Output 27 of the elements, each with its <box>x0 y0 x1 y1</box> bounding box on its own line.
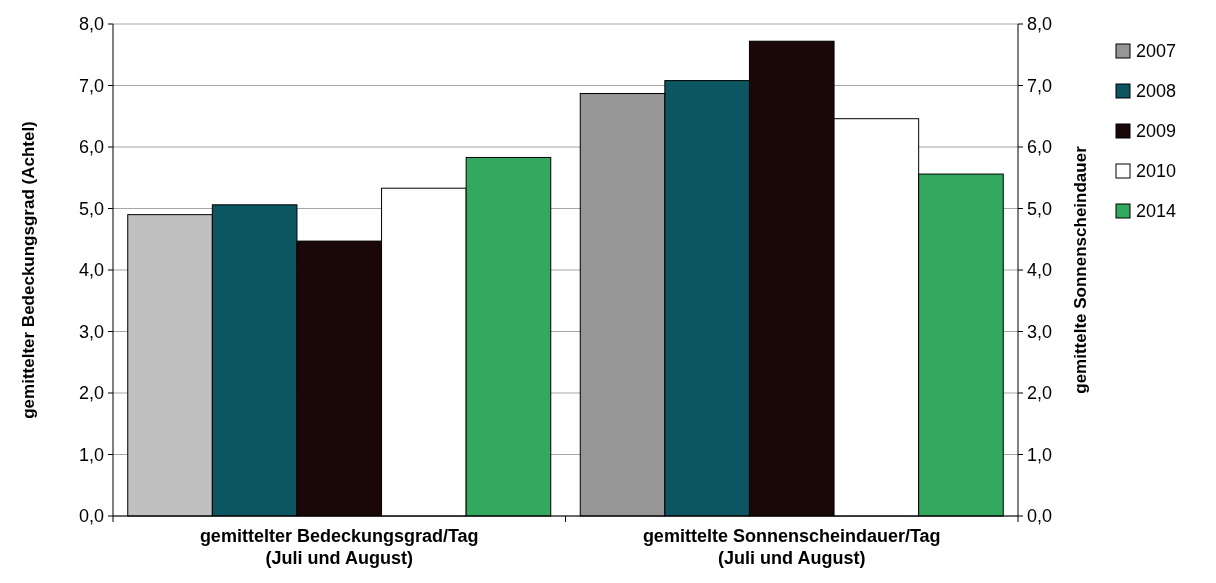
y-tick-label: 3,0 <box>78 321 104 342</box>
x-tick-label: gemittelte Sonnenscheindauer/Tag (Juli und August) <box>642 526 941 568</box>
y2-tick-label: 8,0 <box>1027 14 1053 35</box>
y2-tick-label: 4,0 <box>1027 260 1053 281</box>
y2-tick-label: 6,0 <box>1027 137 1053 158</box>
y2-tick-label: 2,0 <box>1027 383 1053 404</box>
y2-tick-label: 3,0 <box>1027 321 1053 342</box>
y2-tick-label: 1,0 <box>1027 444 1053 465</box>
y2-tick-label: 5,0 <box>1027 198 1053 219</box>
y-tick-label: 7,0 <box>78 75 104 96</box>
y-tick-label: 1,0 <box>78 444 104 465</box>
legend-label: 2010 <box>1136 161 1177 182</box>
legend-label: 2014 <box>1136 201 1177 222</box>
y-axis-title: gemittelter Bedeckungsgrad (Achtel) <box>19 121 38 419</box>
legend-label: 2009 <box>1136 121 1177 142</box>
y-tick-label: 0,0 <box>78 506 104 527</box>
y2-tick-label: 7,0 <box>1027 75 1053 96</box>
y2-tick-label: 0,0 <box>1027 506 1053 527</box>
legend-label: 2007 <box>1136 41 1177 62</box>
y-tick-label: 5,0 <box>78 198 104 219</box>
y-tick-label: 4,0 <box>78 260 104 281</box>
y-tick-label: 6,0 <box>78 137 104 158</box>
y-tick-label: 2,0 <box>78 383 104 404</box>
legend-label: 2008 <box>1136 81 1177 102</box>
x-tick-label: gemittelter Bedeckungsgrad/Tag (Juli und August) <box>199 526 479 568</box>
y-tick-label: 8,0 <box>78 14 104 35</box>
y2-axis-title: gemittelte Sonnenscheindauer <box>1071 145 1090 394</box>
